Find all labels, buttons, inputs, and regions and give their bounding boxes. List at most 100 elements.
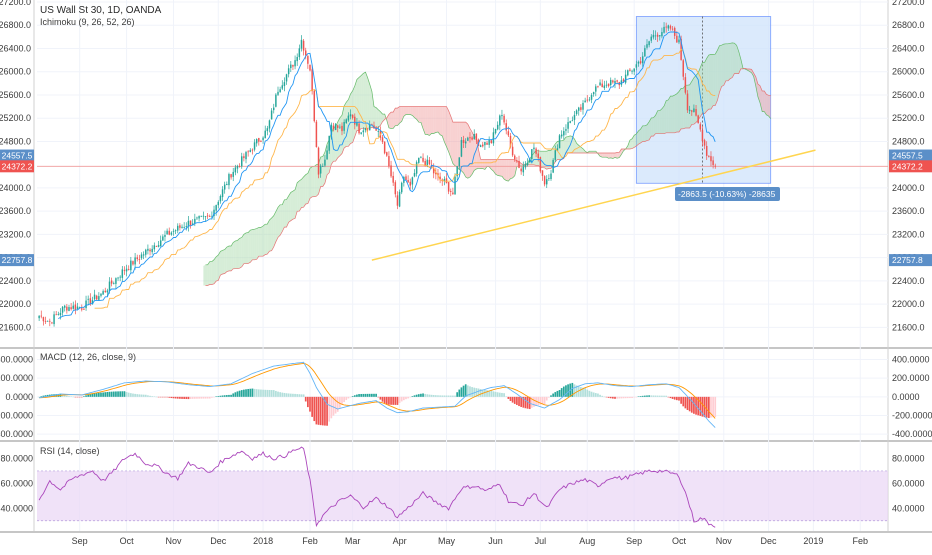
ichimoku-cloud-segment	[401, 106, 404, 122]
candle-body	[475, 133, 478, 140]
macd-histogram-bar	[582, 387, 584, 397]
macd-histogram-bar	[174, 396, 177, 399]
macd-histogram-bar	[181, 396, 183, 399]
candle-body	[42, 317, 45, 322]
macd-histogram-bar	[255, 389, 258, 397]
ichimoku-cloud-segment	[602, 153, 605, 158]
candle-body	[499, 115, 501, 126]
macd-histogram-bar	[313, 396, 316, 422]
ichimoku-cloud-segment	[226, 246, 229, 272]
ichimoku-cloud-segment	[440, 106, 443, 136]
candle-body	[221, 189, 224, 198]
macd-histogram-bar	[479, 389, 482, 397]
ichimoku-cloud-segment	[267, 219, 270, 255]
candle-body	[607, 83, 610, 87]
candle-body	[697, 115, 699, 124]
candle-body	[422, 157, 424, 162]
ichimoku-cloud-segment	[427, 106, 430, 136]
macd-histogram-bar	[179, 396, 181, 399]
ichimoku-cloud-segment	[301, 176, 304, 208]
candle-body	[494, 129, 497, 134]
ichimoku-cloud-segment	[461, 122, 464, 174]
ichimoku-cloud-segment	[708, 54, 711, 110]
rsi-tick-label-left: 40.0000	[0, 503, 33, 513]
macd-histogram-bar	[637, 396, 640, 397]
candle-body	[121, 269, 124, 278]
macd-tick-label-left: 0.0000	[5, 392, 33, 402]
macd-histogram-bar	[573, 384, 576, 397]
macd-pane	[38, 361, 717, 428]
candle-body	[243, 156, 245, 159]
macd-histogram-bar	[136, 394, 139, 397]
price-tick-label-left: 26400.0	[0, 43, 31, 53]
ichimoku-cloud-segment	[275, 207, 279, 242]
macd-histogram-bar	[104, 392, 107, 397]
candle-body	[590, 94, 593, 100]
price-tick-label-right: 23200.0	[892, 229, 925, 239]
candle-body	[49, 320, 51, 322]
macd-histogram-bar	[498, 392, 501, 397]
macd-histogram-bar	[129, 393, 132, 397]
ichimoku-cloud-segment	[314, 164, 317, 197]
macd-histogram-bar	[648, 395, 650, 397]
macd-histogram-bar	[413, 395, 416, 397]
time-tick-label: Jul	[535, 536, 547, 546]
macd-histogram-bar	[394, 396, 397, 405]
candle-body	[315, 121, 318, 148]
rsi-tick-label-right: 80.0000	[892, 453, 925, 463]
macd-histogram-bar	[526, 396, 529, 409]
ichimoku-cloud-segment	[335, 121, 338, 162]
macd-histogram-bar	[690, 396, 693, 413]
macd-histogram-bar	[213, 396, 215, 398]
candle-body	[567, 122, 569, 129]
candle-body	[317, 147, 320, 175]
candle-body	[375, 128, 377, 131]
price-tick-label-left: 24800.0	[0, 136, 31, 146]
macd-histogram-bar	[211, 396, 213, 398]
candle-body	[61, 306, 64, 313]
macd-histogram-bar	[360, 393, 363, 397]
candle-body	[691, 110, 693, 112]
macd-histogram-bar	[230, 394, 232, 397]
macd-tick-label-right: 200.0000	[892, 373, 930, 383]
macd-histogram-bar	[228, 394, 230, 397]
candle-body	[275, 94, 277, 107]
ichimoku-cloud-segment	[350, 90, 353, 144]
candle-body	[520, 168, 522, 172]
ichimoku-cloud-segment	[501, 159, 505, 180]
macd-histogram-bar	[119, 391, 122, 397]
candle-body	[560, 134, 563, 137]
measure-label-box	[675, 187, 780, 201]
ichimoku-cloud-segment	[504, 159, 507, 181]
price-tick-label-right: 27200.0	[892, 0, 925, 7]
candle-body	[264, 130, 266, 139]
ichimoku-cloud-segment	[548, 150, 552, 169]
macd-histogram-bar	[469, 386, 471, 397]
ichimoku-cloud-segment	[260, 225, 264, 257]
macd-histogram-bar	[151, 396, 154, 397]
macd-histogram-bar	[289, 393, 292, 397]
candle-body	[635, 64, 638, 68]
ichimoku-cloud-segment	[702, 62, 705, 114]
macd-histogram-bar	[176, 396, 179, 399]
candle-body	[550, 173, 552, 180]
macd-histogram-bar	[654, 395, 657, 397]
candle-body	[586, 99, 589, 101]
ichimoku-cloud-segment	[207, 261, 210, 286]
ichimoku-cloud-segment	[655, 110, 658, 134]
rsi-label: RSI (14, close)	[40, 446, 100, 456]
ichimoku-kijun	[94, 48, 716, 309]
macd-histogram-bar	[486, 390, 488, 397]
candle-body	[573, 114, 576, 120]
candle-body	[40, 315, 43, 317]
candle-body	[345, 119, 348, 124]
ichimoku-cloud-segment	[632, 135, 635, 149]
candle-body	[699, 124, 702, 130]
macd-histogram-bar	[385, 396, 388, 405]
macd-histogram-bar	[492, 391, 495, 397]
candle-body	[98, 296, 100, 300]
ichimoku-cloud-segment	[337, 117, 340, 158]
ichimoku-cloud-segment	[572, 136, 575, 154]
candle-body	[319, 165, 322, 174]
candle-body	[66, 306, 68, 311]
